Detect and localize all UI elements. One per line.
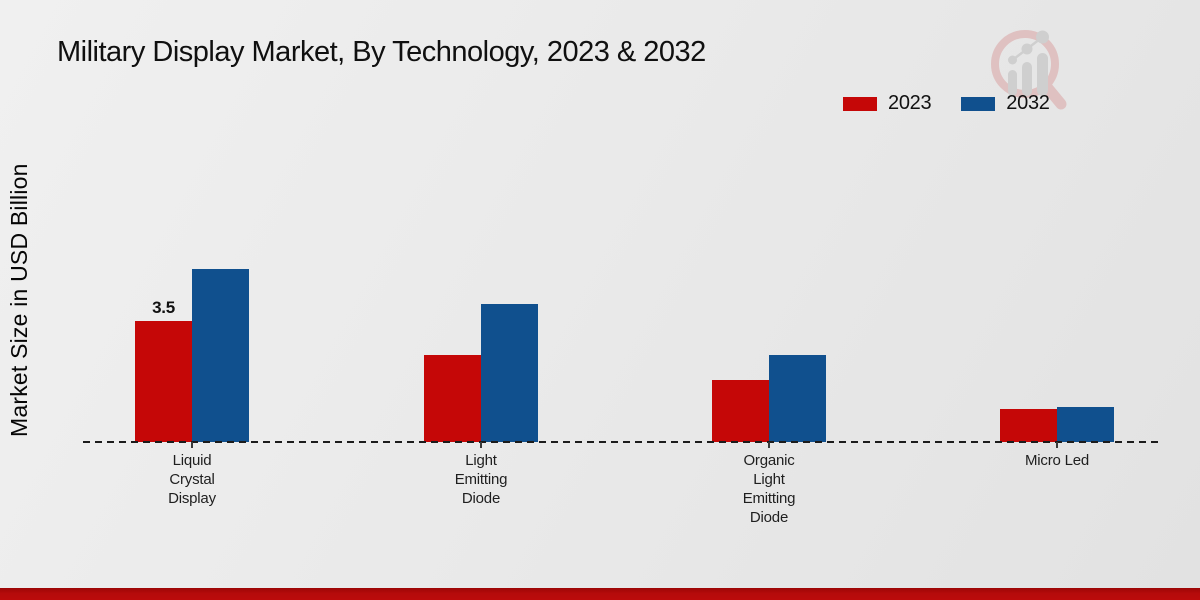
- x-axis-tick-micro-led: [1056, 442, 1058, 448]
- legend-label-2032: 2032: [1006, 92, 1050, 114]
- legend-swatch-2032: [961, 96, 996, 111]
- x-axis-tick-light-emitting-diode: [480, 442, 482, 448]
- legend-swatch-2023: [843, 96, 877, 111]
- category-label-micro-led: Micro Led: [1024, 452, 1090, 469]
- legend-label-2023: 2023: [888, 92, 932, 114]
- footer-red-band: [0, 588, 1200, 600]
- bar-2023-micro-led: [1000, 409, 1057, 442]
- bar-2032-organic-light-emitting-diode: [769, 355, 826, 442]
- magnifier-growth-chart-logo-icon: [985, 20, 1085, 130]
- bar-2032-micro-led: [1057, 407, 1114, 442]
- legend: 2023 2032: [843, 92, 1050, 115]
- category-label-light-emitting-diode: Light Emitting Diode: [454, 452, 508, 507]
- legend-item-2023: 2023: [843, 92, 932, 115]
- x-axis-tick-organic-light-emitting-diode: [768, 442, 770, 448]
- bar-2032-light-emitting-diode: [481, 304, 538, 442]
- chart-title: Military Display Market, By Technology, …: [57, 36, 706, 68]
- category-label-organic-light-emitting-diode: Organic Light Emitting Diode: [742, 452, 796, 526]
- bar-2023-organic-light-emitting-diode: [712, 380, 769, 442]
- bar-2023-liquid-crystal-display: [135, 321, 192, 442]
- category-label-liquid-crystal-display: Liquid Crystal Display: [168, 452, 216, 507]
- bar-2032-liquid-crystal-display: [192, 269, 249, 442]
- bar-value-label-3.5: 3.5: [152, 298, 175, 317]
- x-axis-tick-liquid-crystal-display: [191, 442, 193, 448]
- legend-item-2032: 2032: [961, 92, 1050, 115]
- x-axis-baseline: [83, 441, 1162, 443]
- bar-2023-light-emitting-diode: [424, 355, 481, 442]
